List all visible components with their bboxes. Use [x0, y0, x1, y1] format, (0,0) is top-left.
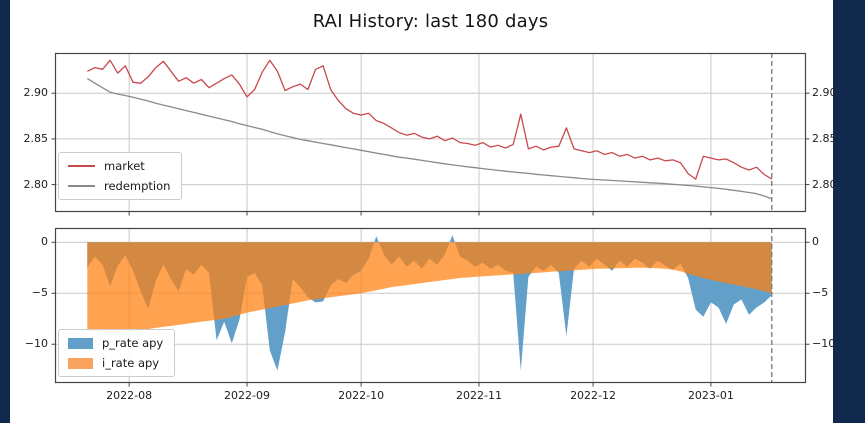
y-tick-label-right: 2.90 [812, 86, 837, 100]
y-tick-label-left: −5 [31, 286, 48, 300]
legend-item-market: market [68, 159, 170, 173]
legend-label-market: market [104, 159, 145, 173]
legend-label-redemption: redemption [104, 179, 171, 193]
y-tick-label-left: −10 [24, 337, 48, 351]
y-tick-label-left: 2.85 [23, 131, 49, 145]
legend-item-p-rate: p_rate apy [68, 336, 163, 350]
y-tick-label-left: 2.80 [23, 177, 49, 191]
right-border-band [833, 0, 865, 423]
legend-label-i-rate: i_rate apy [102, 356, 160, 370]
y-tick-label-right: −10 [812, 337, 836, 351]
y-tick-label-right: 2.85 [812, 131, 837, 145]
rate-legend: p_rate apy i_rate apy [58, 329, 176, 377]
legend-item-i-rate: i_rate apy [68, 356, 163, 370]
price-legend: market redemption [58, 152, 183, 200]
x-tick-label: 2022-11 [455, 389, 502, 402]
y-tick-label-right: 2.80 [812, 177, 837, 191]
x-tick-label: 2022-12 [570, 389, 617, 402]
i-rate-patch-swatch [68, 357, 93, 369]
market-line-swatch [68, 165, 95, 167]
left-border-band [0, 0, 10, 423]
p-rate-patch-swatch [68, 337, 93, 349]
y-tick-label-left: 0 [41, 235, 48, 249]
x-tick-label: 2023-01 [687, 389, 734, 402]
redemption-line-swatch [68, 185, 95, 187]
legend-label-p-rate: p_rate apy [102, 336, 164, 350]
chart-title: RAI History: last 180 days [312, 11, 549, 32]
y-tick-label-right: −5 [812, 286, 829, 300]
x-tick-label: 2022-10 [338, 389, 385, 402]
legend-item-redemption: redemption [68, 179, 170, 193]
x-tick-label: 2022-08 [106, 389, 153, 402]
x-tick-label: 2022-09 [224, 389, 270, 402]
y-tick-label-left: 2.90 [23, 86, 49, 100]
y-tick-label-right: 0 [812, 235, 819, 249]
